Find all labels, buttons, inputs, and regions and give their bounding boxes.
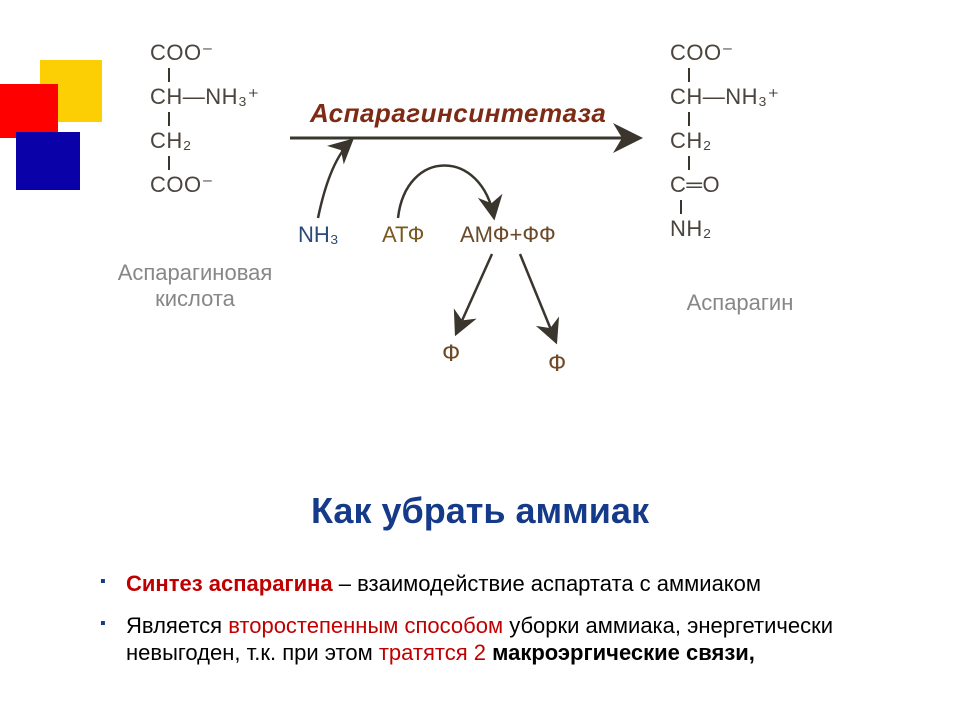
product-caption: Аспарагин (640, 290, 840, 316)
atom-line: CH₂ (670, 128, 780, 154)
enzyme-label: Аспарагинсинтетаза (310, 98, 606, 129)
atom-line: COO⁻ (670, 40, 780, 66)
bond (688, 112, 690, 126)
arrow-split-1 (456, 254, 492, 334)
deco-square-red (0, 84, 58, 138)
arrow-split-2 (520, 254, 556, 342)
substrate-caption: Аспарагиновая кислота (90, 260, 300, 312)
bullet-segment: – взаимодействие аспартата с аммиаком (333, 571, 761, 596)
bond (168, 156, 170, 170)
atom-line: CH—NH₃⁺ (150, 84, 260, 110)
bond (680, 200, 682, 214)
slide: COO⁻ CH—NH₃⁺ CH₂ COO⁻ Аспарагиновая кисл… (0, 0, 960, 720)
bullet-item: Синтез аспарагина – взаимодействие аспар… (100, 570, 880, 598)
bullet-segment: Синтез аспарагина (126, 571, 333, 596)
bond (688, 68, 690, 82)
atom-line: COO⁻ (150, 40, 260, 66)
bullet-item: Является второстепенным способом уборки … (100, 612, 880, 667)
label-phi-2: Ф (548, 350, 566, 378)
label-nh3: NH₃ (298, 222, 339, 248)
atom-line: C═O (670, 172, 780, 198)
bullet-segment: тратятся 2 (379, 640, 492, 665)
molecule-product: COO⁻ CH—NH₃⁺ CH₂ C═O NH₂ (670, 40, 780, 242)
label-phi-1: Ф (442, 340, 460, 368)
slide-title: Как убрать аммиак (0, 490, 960, 532)
bullet-list: Синтез аспарагина – взаимодействие аспар… (100, 570, 880, 681)
label-atp: АТФ (382, 222, 424, 248)
bond (168, 68, 170, 82)
arrow-atp-amp (398, 166, 494, 219)
bullet-segment: макроэргические связи, (492, 640, 755, 665)
bond (168, 112, 170, 126)
arrow-nh3-in (318, 140, 352, 218)
atom-line: NH₂ (670, 216, 780, 242)
bond (688, 156, 690, 170)
atom-line: CH₂ (150, 128, 260, 154)
label-ampff: АМФ+ФФ (460, 222, 556, 248)
reaction-diagram: COO⁻ CH—NH₃⁺ CH₂ COO⁻ Аспарагиновая кисл… (80, 40, 900, 460)
bullet-segment: Является (126, 613, 228, 638)
deco-square-blue (16, 132, 80, 190)
atom-line: CH—NH₃⁺ (670, 84, 780, 110)
atom-line: COO⁻ (150, 172, 260, 198)
bullet-segment: второстепенным способом (228, 613, 503, 638)
molecule-substrate: COO⁻ CH—NH₃⁺ CH₂ COO⁻ (150, 40, 260, 198)
